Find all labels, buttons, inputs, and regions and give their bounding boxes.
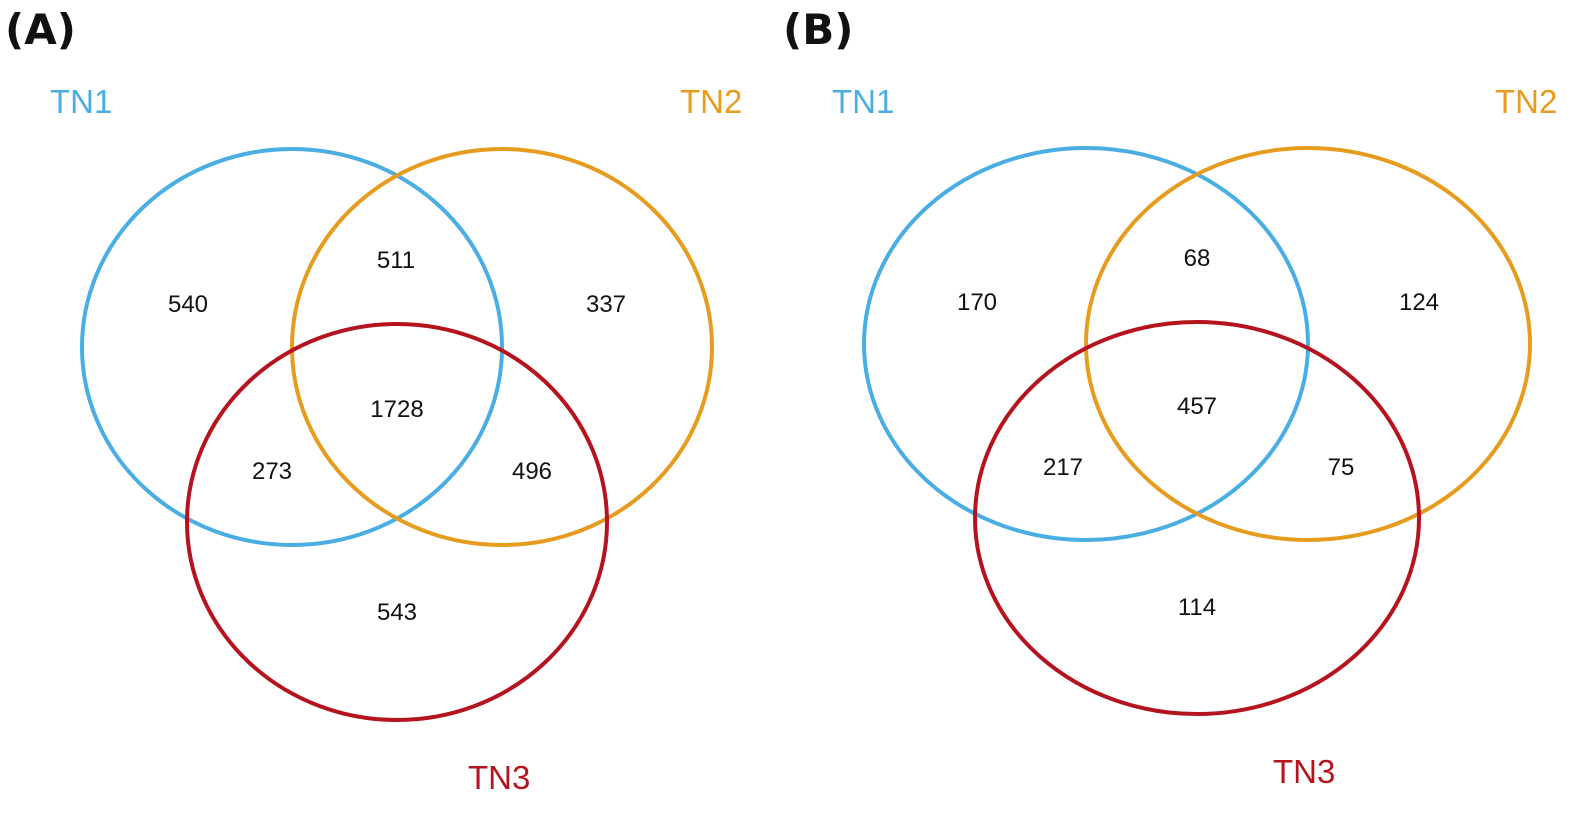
panel-a-tn2-circle (290, 147, 714, 547)
panel-b-tn1-label: TN1 (832, 83, 894, 120)
panel-a: (A) TN1 TN2 TN3 540 511 337 1728 273 496… (5, 5, 742, 796)
panel-a-tn2-tn3-count: 496 (512, 458, 552, 485)
panel-a-tn1-only-count: 540 (168, 291, 208, 318)
panel-b-tn3-circle (973, 320, 1421, 716)
panel-a-tn2-only-count: 337 (586, 291, 626, 318)
panel-b-tn2-tn3-count: 75 (1328, 454, 1355, 481)
panel-b-tn1-circle (862, 146, 1310, 542)
panel-b-tn3-label: TN3 (1273, 753, 1335, 790)
panel-a-tn1-tn3-count: 273 (252, 458, 292, 485)
panel-b-tn1-only-count: 170 (957, 289, 997, 316)
panel-a-tn1-tn2-count: 511 (377, 247, 415, 274)
panel-b-tn1-tn2-count: 68 (1184, 245, 1211, 272)
panel-b-tn1-tn3-count: 217 (1043, 454, 1083, 481)
panel-b-label: (B) (783, 5, 853, 54)
panel-a-all-count: 1728 (370, 396, 423, 423)
panel-b-tn3-only-count: 114 (1178, 594, 1216, 621)
panel-a-tn1-label: TN1 (50, 83, 112, 120)
panel-a-tn3-only-count: 543 (377, 599, 417, 626)
panel-a-tn1-circle (80, 147, 504, 547)
panel-b-all-count: 457 (1177, 393, 1217, 420)
panel-a-tn2-label: TN2 (680, 83, 742, 120)
panel-b-tn2-only-count: 124 (1399, 289, 1439, 316)
panel-b-tn2-circle (1084, 146, 1532, 542)
panel-a-tn3-circle (185, 322, 609, 722)
panel-a-tn3-label: TN3 (468, 759, 530, 796)
panel-b-tn2-label: TN2 (1495, 83, 1557, 120)
panel-a-label: (A) (5, 5, 76, 54)
panel-b: (B) TN1 TN2 TN3 170 68 124 457 217 75 11… (783, 5, 1557, 790)
